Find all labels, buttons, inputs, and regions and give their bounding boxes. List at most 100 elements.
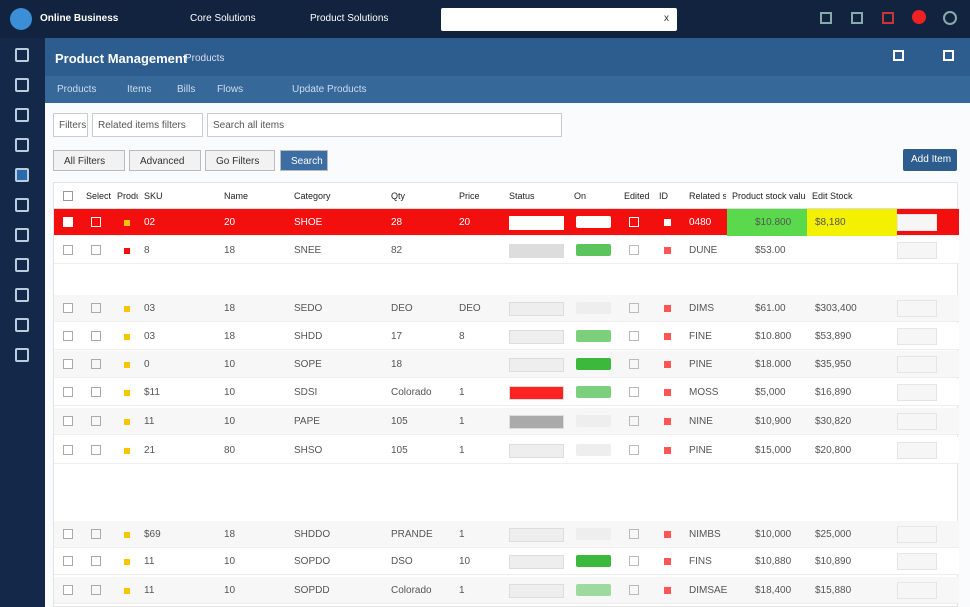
nav-icon[interactable] xyxy=(15,48,29,62)
edit-icon[interactable] xyxy=(664,305,671,312)
action-button[interactable] xyxy=(897,242,937,259)
checkbox[interactable] xyxy=(91,303,101,313)
nav-icon[interactable] xyxy=(15,198,29,212)
action-button[interactable] xyxy=(897,214,937,231)
table-row[interactable]: 8 18 SNEE 82 DUNE $53.00 xyxy=(54,237,959,264)
action-button[interactable] xyxy=(897,582,937,599)
nav-icon[interactable] xyxy=(15,348,29,362)
checkbox[interactable] xyxy=(91,529,101,539)
logo[interactable] xyxy=(10,8,32,30)
nav-icon[interactable] xyxy=(15,108,29,122)
button[interactable]: Advanced xyxy=(129,150,201,171)
table-row[interactable]: $69 18 SHDDO PRANDE 1 NIMBS $10,000 $25,000 xyxy=(54,521,959,548)
checkbox[interactable] xyxy=(63,529,73,539)
checkbox[interactable] xyxy=(63,303,73,313)
nav-icon[interactable] xyxy=(15,318,29,332)
nav-icon[interactable] xyxy=(15,138,29,152)
checkbox[interactable] xyxy=(63,387,73,397)
button[interactable]: Add Item xyxy=(903,149,957,171)
table-row[interactable]: 11 10 PAPE 105 1 NINE $10,900 $30,820 xyxy=(54,408,959,435)
checkbox[interactable] xyxy=(629,387,639,397)
nav-icon[interactable] xyxy=(15,228,29,242)
tab[interactable]: Flows xyxy=(217,84,244,95)
tab[interactable]: Bills xyxy=(177,84,196,95)
icon[interactable] xyxy=(851,12,863,24)
filter-input[interactable]: Search all items xyxy=(207,113,562,137)
table-row[interactable]: 11 10 SOPDO DSO 10 FINS $10,880 $10,890 xyxy=(54,548,959,575)
edit-icon[interactable] xyxy=(664,447,671,454)
table-row[interactable]: 03 18 SHDD 17 8 FINE $10.800 $53,890 xyxy=(54,323,959,350)
tab[interactable]: Products xyxy=(57,84,97,95)
checkbox[interactable] xyxy=(629,585,639,595)
checkbox[interactable] xyxy=(63,331,73,341)
icon[interactable] xyxy=(882,12,894,24)
nav-icon[interactable] xyxy=(15,78,29,92)
checkbox[interactable] xyxy=(629,416,639,426)
menu-item[interactable]: Product Solutions xyxy=(310,13,389,24)
edit-icon[interactable] xyxy=(664,333,671,340)
checkbox[interactable] xyxy=(63,359,73,369)
nav-icon[interactable] xyxy=(15,288,29,302)
icon[interactable] xyxy=(820,12,832,24)
edit-icon[interactable] xyxy=(664,558,671,565)
checkbox[interactable] xyxy=(91,445,101,455)
table-row[interactable]: 11 10 SOPDD Colorado 1 DIMSAE $18,400 $15,880 xyxy=(54,577,959,604)
checkbox[interactable] xyxy=(91,359,101,369)
edit-icon[interactable] xyxy=(664,247,671,254)
action-button[interactable] xyxy=(897,526,937,543)
action-button[interactable] xyxy=(897,356,937,373)
filter-input[interactable]: Related items filters xyxy=(92,113,203,137)
menu-item[interactable]: Core Solutions xyxy=(190,13,256,24)
action-button[interactable] xyxy=(897,553,937,570)
search-box[interactable]: x xyxy=(441,8,677,31)
user[interactable] xyxy=(943,11,957,25)
notification[interactable] xyxy=(912,10,926,24)
checkbox[interactable] xyxy=(63,556,73,566)
checkbox[interactable] xyxy=(91,416,101,426)
checkbox[interactable] xyxy=(63,245,73,255)
edit-icon[interactable] xyxy=(664,219,671,226)
table-row[interactable]: 0 10 SOPE 18 PINE $18.000 $35,950 xyxy=(54,351,959,378)
table-row[interactable]: 02 20 SHOE 28 20 0480 $10.800 $8,180 xyxy=(54,209,959,236)
action-button[interactable] xyxy=(897,328,937,345)
edit-icon[interactable] xyxy=(664,531,671,538)
nav-icon[interactable] xyxy=(15,168,29,182)
checkbox[interactable] xyxy=(629,556,639,566)
action-button[interactable] xyxy=(897,442,937,459)
checkbox[interactable] xyxy=(629,303,639,313)
icon[interactable] xyxy=(893,50,904,61)
checkbox[interactable] xyxy=(629,529,639,539)
table-row[interactable]: $11 10 SDSI Colorado 1 MOSS $5,000 $16,890 xyxy=(54,379,959,406)
checkbox[interactable] xyxy=(629,359,639,369)
edit-icon[interactable] xyxy=(664,361,671,368)
checkbox[interactable] xyxy=(91,585,101,595)
checkbox[interactable] xyxy=(63,217,73,227)
tab[interactable]: Items xyxy=(127,84,152,95)
checkbox[interactable] xyxy=(629,331,639,341)
checkbox[interactable] xyxy=(63,445,73,455)
filter-input[interactable]: Filters xyxy=(53,113,88,137)
button[interactable]: All Filters xyxy=(53,150,125,171)
tab[interactable]: Update Products xyxy=(292,84,367,95)
checkbox[interactable] xyxy=(91,331,101,341)
checkbox[interactable] xyxy=(629,445,639,455)
checkbox[interactable] xyxy=(91,217,101,227)
edit-icon[interactable] xyxy=(664,389,671,396)
checkbox[interactable] xyxy=(91,387,101,397)
checkbox[interactable] xyxy=(629,217,639,227)
action-button[interactable] xyxy=(897,384,937,401)
checkbox[interactable] xyxy=(63,191,73,201)
button[interactable]: Search xyxy=(280,150,328,171)
button[interactable]: Go Filters xyxy=(205,150,275,171)
icon[interactable] xyxy=(943,50,954,61)
table-row[interactable]: 21 80 SHSO 105 1 PINE $15,000 $20,800 xyxy=(54,437,959,464)
edit-icon[interactable] xyxy=(664,418,671,425)
checkbox[interactable] xyxy=(91,245,101,255)
action-button[interactable] xyxy=(897,300,937,317)
checkbox[interactable] xyxy=(63,416,73,426)
checkbox[interactable] xyxy=(91,556,101,566)
action-button[interactable] xyxy=(897,413,937,430)
table-row[interactable]: 03 18 SEDO DEO DEO DIMS $61.00 $303,400 xyxy=(54,295,959,322)
checkbox[interactable] xyxy=(63,585,73,595)
nav-icon[interactable] xyxy=(15,258,29,272)
